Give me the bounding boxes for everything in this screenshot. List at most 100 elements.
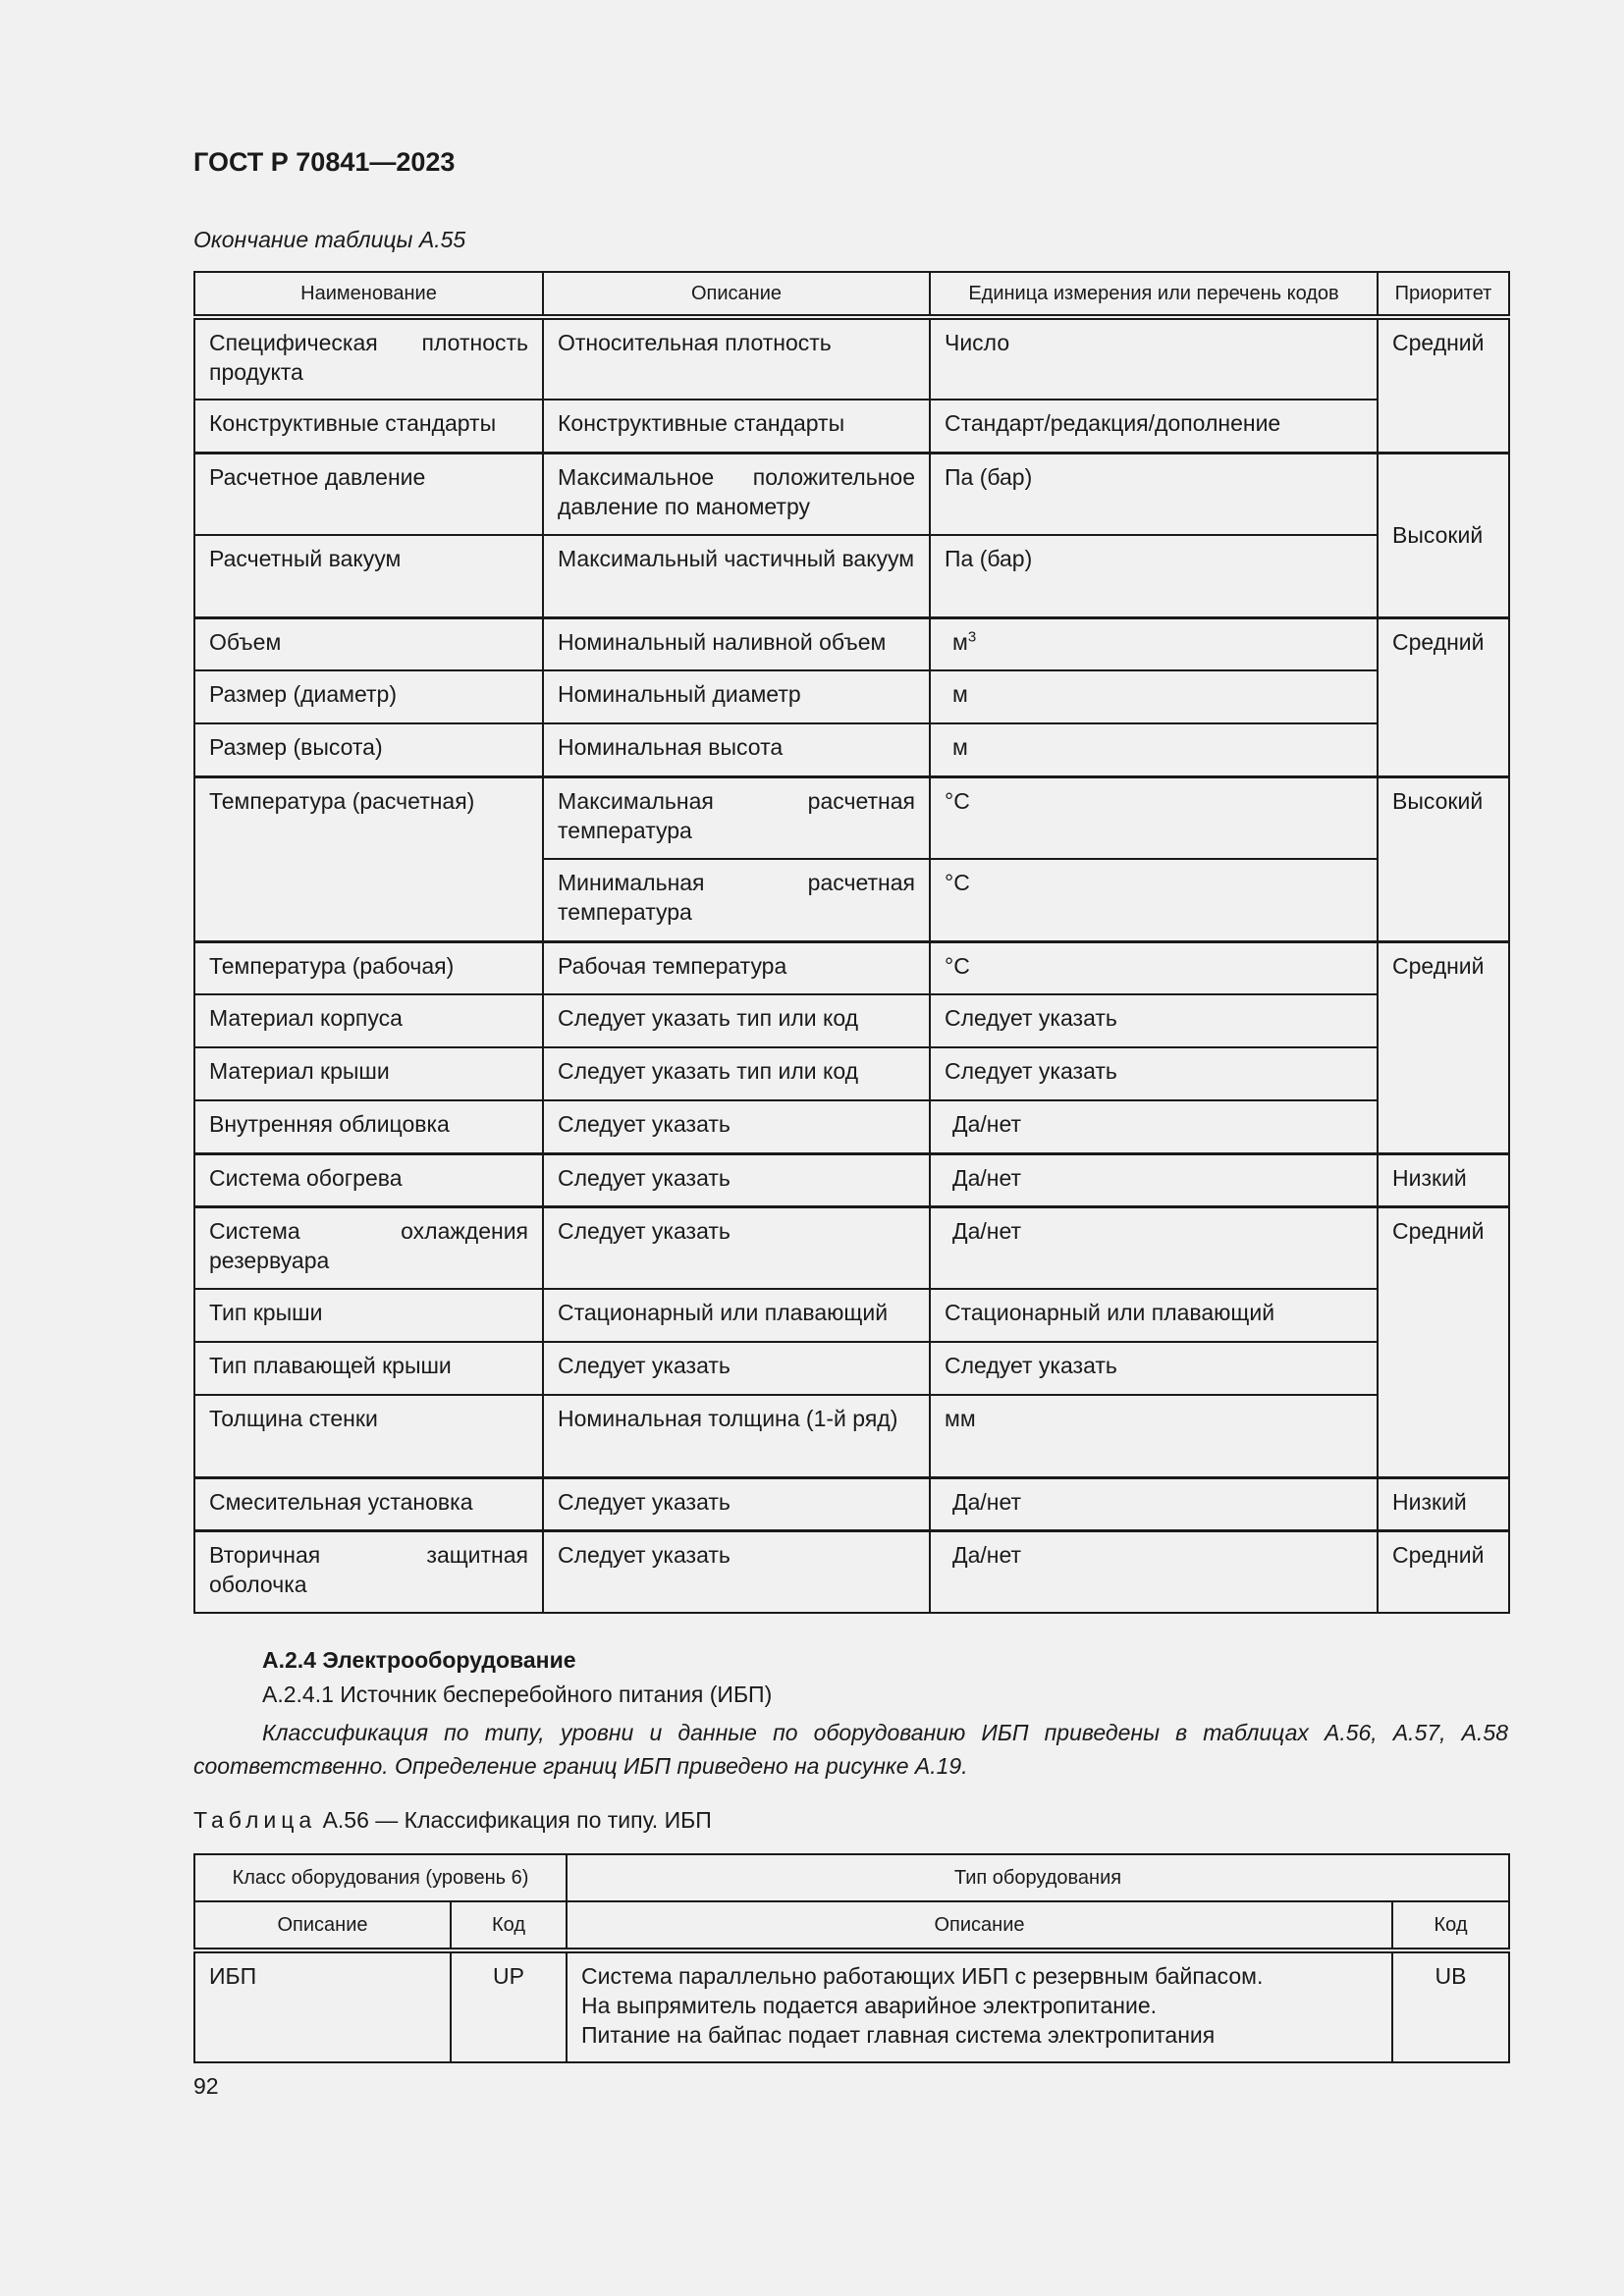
column-header: Единица измерения или перечень кодов (929, 271, 1379, 320)
unit-text: м (952, 628, 968, 655)
cell-priority: Низкий (1377, 1151, 1510, 1207)
cell-name: Специфическая плотность продукта (193, 316, 544, 400)
table-row: Минимальная расчетная температура °С (194, 858, 1509, 942)
type-description: Система параллельно работающих ИБП с рез… (566, 1949, 1393, 2063)
cell-name: Вторичная защитная оболочка (193, 1528, 544, 1614)
cell-unit: °С (929, 858, 1379, 942)
cell-name: Система охлаждения резервуара (193, 1204, 544, 1290)
unit-text: Да/нет (952, 1488, 1022, 1515)
table-caption-word: Таблица (193, 1807, 317, 1833)
unit-text: Следует указать (945, 1005, 1117, 1031)
cell-description: Следует указать тип или код (542, 1046, 931, 1101)
cell-name: Расчетное давление (193, 451, 544, 536)
unit-superscript: 3 (967, 627, 977, 645)
cell-name: Размер (диаметр) (193, 669, 544, 724)
column-header: Код (450, 1900, 568, 1953)
cell-description: Следует указать (542, 1099, 931, 1154)
cell-unit: Следует указать (929, 1046, 1379, 1101)
table-caption-text: А.56 — Классификация по типу. ИБП (322, 1807, 712, 1833)
cell-unit: м (929, 722, 1379, 777)
type-description-line: Система параллельно работающих ИБП с рез… (581, 1963, 1264, 1989)
unit-text: Па (бар) (945, 546, 1033, 571)
cell-priority: Средний (1377, 615, 1510, 777)
cell-name: Система обогрева (193, 1151, 544, 1207)
cell-description: Номинальная высота (542, 722, 931, 777)
unit-text: °С (945, 787, 970, 814)
cell-description: Максимальная расчетная температура (542, 774, 931, 860)
table-group-header-row: Класс оборудования (уровень 6) Тип обору… (193, 1853, 1511, 1902)
table-row: Расчетный вакуум Максимальный частичный в… (193, 534, 1509, 618)
document-title: ГОСТ Р 70841—2023 (193, 147, 456, 177)
column-header: Описание (193, 1900, 452, 1953)
unit-text: мм (945, 1406, 976, 1431)
table-row: Специфическая плотность продукта Относите… (193, 316, 1510, 454)
class-description: ИБП (193, 1949, 452, 2063)
cell-description: Рабочая температура (542, 939, 931, 995)
cell-description: Стационарный или плавающий (542, 1288, 931, 1343)
cell-unit: Да/нет (929, 1528, 1379, 1614)
unit-text: Следует указать (945, 1353, 1117, 1378)
table-row: Размер (диаметр) Номинальный диаметр м (193, 669, 1509, 724)
cell-name: Температура (рабочая) (193, 939, 544, 995)
type-description-line: На выпрямитель подается аварийное электр… (581, 1993, 1158, 2018)
cell-unit: °С (929, 774, 1379, 860)
cell-description: Минимальная расчетная температура (542, 858, 931, 942)
unit-text: Число (945, 330, 1010, 355)
cell-name: Тип плавающей крыши (193, 1341, 544, 1396)
cell-description: Максимальное положительное давление по м… (542, 451, 931, 536)
cell-description: Конструктивные стандарты (542, 399, 931, 454)
table-row: Внутренняя облицовка Следует указать Да/не… (193, 1099, 1509, 1154)
table-caption: Таблица А.56 — Классификация по типу. ИБ… (193, 1807, 712, 1834)
column-header: Приоритет (1377, 271, 1510, 320)
cell-unit: Да/нет (929, 1151, 1379, 1207)
table-row: Система обогрева Следует указать Да/нет Низ… (193, 1151, 1510, 1207)
table-row: Толщина стенки Номинальная толщина (1-й р… (193, 1394, 1509, 1478)
table-continuation-label: Окончание таблицы А.55 (193, 227, 466, 252)
unit-text: Следует указать (945, 1058, 1117, 1084)
cell-name: Конструктивные стандарты (193, 399, 544, 454)
unit-text: Стационарный или плавающий (945, 1300, 1275, 1325)
cell-unit: Да/нет (929, 1475, 1379, 1531)
table-row: Смесительная установка Следует указать Да/… (193, 1475, 1510, 1531)
table-header-row: Наименование Описание Единица измерения … (193, 271, 1510, 320)
class-code: UP (450, 1949, 568, 2063)
cell-unit: Стандарт/редакция/дополнение (929, 399, 1379, 454)
table-row: Конструктивные стандарты Конструктивные с… (193, 399, 1509, 454)
cell-unit: Да/нет (929, 1099, 1379, 1154)
cell-description: Следует указать (542, 1204, 931, 1290)
cell-description: Следует указать (542, 1528, 931, 1614)
unit-text: Да/нет (952, 1217, 1022, 1244)
cell-description: Максимальный частичный вакуум (542, 534, 931, 618)
unit-text: Да/нет (952, 1164, 1022, 1191)
cell-name: Объем (193, 615, 544, 671)
column-header: Код (1390, 1900, 1511, 1953)
page-number: 92 (193, 2073, 219, 2099)
unit-text: Да/нет (952, 1111, 1022, 1137)
unit-text: Стандарт/редакция/дополнение (945, 410, 1281, 436)
cell-name: Внутренняя облицовка (193, 1099, 544, 1154)
table-subheader-row: Описание Код Описание Код (193, 1900, 1511, 1953)
unit-text: Па (бар) (945, 463, 1033, 490)
table-row: Материал крыши Следует указать тип или ко… (193, 1046, 1509, 1101)
cell-unit: °С (929, 939, 1379, 995)
table-row: Объем Номинальный наливной объем м3 Средний (193, 615, 1510, 777)
cell-name: Размер (высота) (193, 722, 544, 777)
cell-unit: Следует указать (929, 993, 1379, 1048)
cell-unit: м (929, 669, 1379, 724)
section-heading: А.2.4 Электрооборудование (262, 1647, 576, 1673)
table-a55: Наименование Описание Единица измерения … (193, 271, 1510, 1614)
table-row: ИБП UP Система параллельно работающих ИБ… (193, 1949, 1511, 2063)
cell-description: Номинальная толщина (1-й ряд) (542, 1394, 931, 1478)
cell-name: Материал корпуса (193, 993, 544, 1048)
column-header: Описание (542, 271, 931, 320)
unit-text: м (952, 734, 968, 760)
cell-priority: Средний (1377, 1204, 1510, 1478)
group-header-class: Класс оборудования (уровень 6) (193, 1853, 568, 1902)
cell-description: Относительная плотность (542, 316, 931, 400)
unit-text: °С (945, 952, 970, 979)
cell-name: Смесительная установка (193, 1475, 544, 1531)
cell-description: Следует указать (542, 1151, 931, 1207)
unit-text: м (952, 681, 968, 707)
table-row: Расчетное давление Максимальное положител… (193, 451, 1510, 618)
table-row: Тип плавающей крыши Следует указать Следуе… (193, 1341, 1509, 1396)
